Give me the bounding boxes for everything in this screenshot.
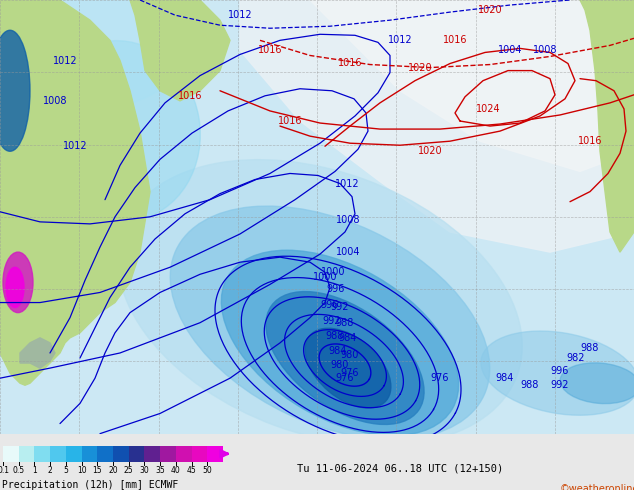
Text: 1000: 1000	[313, 272, 337, 282]
Text: 1016: 1016	[258, 46, 282, 55]
Text: 988: 988	[521, 380, 539, 390]
Text: 980: 980	[341, 350, 359, 360]
Text: 1004: 1004	[498, 46, 522, 55]
Bar	[3, 446, 19, 462]
Text: 992: 992	[323, 316, 341, 326]
Text: Tu 11-06-2024 06..18 UTC (12+150): Tu 11-06-2024 06..18 UTC (12+150)	[297, 464, 503, 474]
Polygon shape	[240, 0, 634, 252]
Text: 1004: 1004	[336, 247, 360, 257]
Text: 1012: 1012	[53, 55, 77, 66]
Text: 1020: 1020	[477, 5, 502, 15]
Bar	[207, 446, 223, 462]
Bar	[129, 446, 145, 462]
Bar	[160, 446, 176, 462]
Polygon shape	[20, 338, 55, 368]
Text: 0.5: 0.5	[13, 466, 25, 475]
Text: 35: 35	[155, 466, 165, 475]
Text: 1020: 1020	[408, 63, 432, 73]
Ellipse shape	[266, 292, 424, 424]
Polygon shape	[580, 0, 634, 252]
Text: Precipitation (12h) [mm] ECMWF: Precipitation (12h) [mm] ECMWF	[2, 480, 178, 490]
Ellipse shape	[6, 267, 24, 308]
Ellipse shape	[171, 206, 489, 440]
Text: 976: 976	[336, 373, 354, 383]
Polygon shape	[310, 0, 634, 172]
Ellipse shape	[3, 252, 33, 313]
Text: 976: 976	[340, 368, 359, 378]
Ellipse shape	[481, 331, 634, 415]
Polygon shape	[130, 0, 230, 101]
Text: 1012: 1012	[335, 178, 359, 189]
Text: 40: 40	[171, 466, 181, 475]
Ellipse shape	[221, 250, 458, 436]
Text: 988: 988	[326, 331, 344, 341]
Text: 1016: 1016	[178, 91, 202, 101]
Text: 992: 992	[551, 380, 569, 390]
Bar	[113, 446, 129, 462]
Text: 25: 25	[124, 466, 134, 475]
Ellipse shape	[118, 160, 522, 445]
Bar	[82, 446, 97, 462]
Text: 996: 996	[327, 284, 345, 294]
Bar	[191, 446, 207, 462]
Text: 1012: 1012	[63, 141, 87, 151]
Text: 984: 984	[329, 346, 347, 356]
Ellipse shape	[0, 0, 190, 111]
Text: 1008: 1008	[533, 46, 557, 55]
Text: 982: 982	[567, 353, 585, 363]
Text: 30: 30	[139, 466, 149, 475]
Text: ©weatheronline.co.uk: ©weatheronline.co.uk	[560, 484, 634, 490]
Text: 50: 50	[202, 466, 212, 475]
Text: 1012: 1012	[228, 10, 252, 20]
Bar	[66, 446, 82, 462]
Ellipse shape	[0, 30, 30, 151]
Text: 1016: 1016	[443, 35, 467, 46]
Text: 1: 1	[32, 466, 37, 475]
Bar	[145, 446, 160, 462]
Ellipse shape	[0, 0, 25, 46]
Bar	[97, 446, 113, 462]
Text: 1012: 1012	[387, 35, 412, 46]
Text: 45: 45	[186, 466, 197, 475]
Bar	[50, 446, 66, 462]
Text: 0.1: 0.1	[0, 466, 9, 475]
Ellipse shape	[560, 363, 634, 404]
Text: 984: 984	[339, 333, 357, 343]
Bar	[176, 446, 191, 462]
Text: 1020: 1020	[418, 147, 443, 156]
Text: 1000: 1000	[321, 267, 346, 277]
Bar	[19, 446, 34, 462]
Ellipse shape	[0, 10, 45, 192]
Text: 2: 2	[48, 466, 53, 475]
Text: 988: 988	[336, 318, 354, 328]
Text: 1016: 1016	[578, 136, 602, 146]
Ellipse shape	[0, 0, 80, 66]
Text: 980: 980	[331, 360, 349, 370]
Text: 984: 984	[496, 373, 514, 383]
Text: 976: 976	[430, 373, 450, 383]
Text: 1024: 1024	[476, 104, 500, 114]
Polygon shape	[0, 0, 150, 385]
Text: 1008: 1008	[42, 96, 67, 106]
Text: 996: 996	[551, 366, 569, 376]
Ellipse shape	[305, 328, 391, 408]
Text: 10: 10	[77, 466, 86, 475]
Ellipse shape	[40, 41, 200, 221]
Text: 15: 15	[93, 466, 102, 475]
Text: 1008: 1008	[336, 215, 360, 225]
Text: 988: 988	[581, 343, 599, 353]
Text: 20: 20	[108, 466, 118, 475]
Text: 1016: 1016	[338, 57, 362, 68]
Text: 992: 992	[331, 301, 349, 312]
Text: 1016: 1016	[278, 116, 302, 126]
Text: 996: 996	[321, 299, 339, 310]
Bar	[34, 446, 50, 462]
Text: 5: 5	[63, 466, 68, 475]
